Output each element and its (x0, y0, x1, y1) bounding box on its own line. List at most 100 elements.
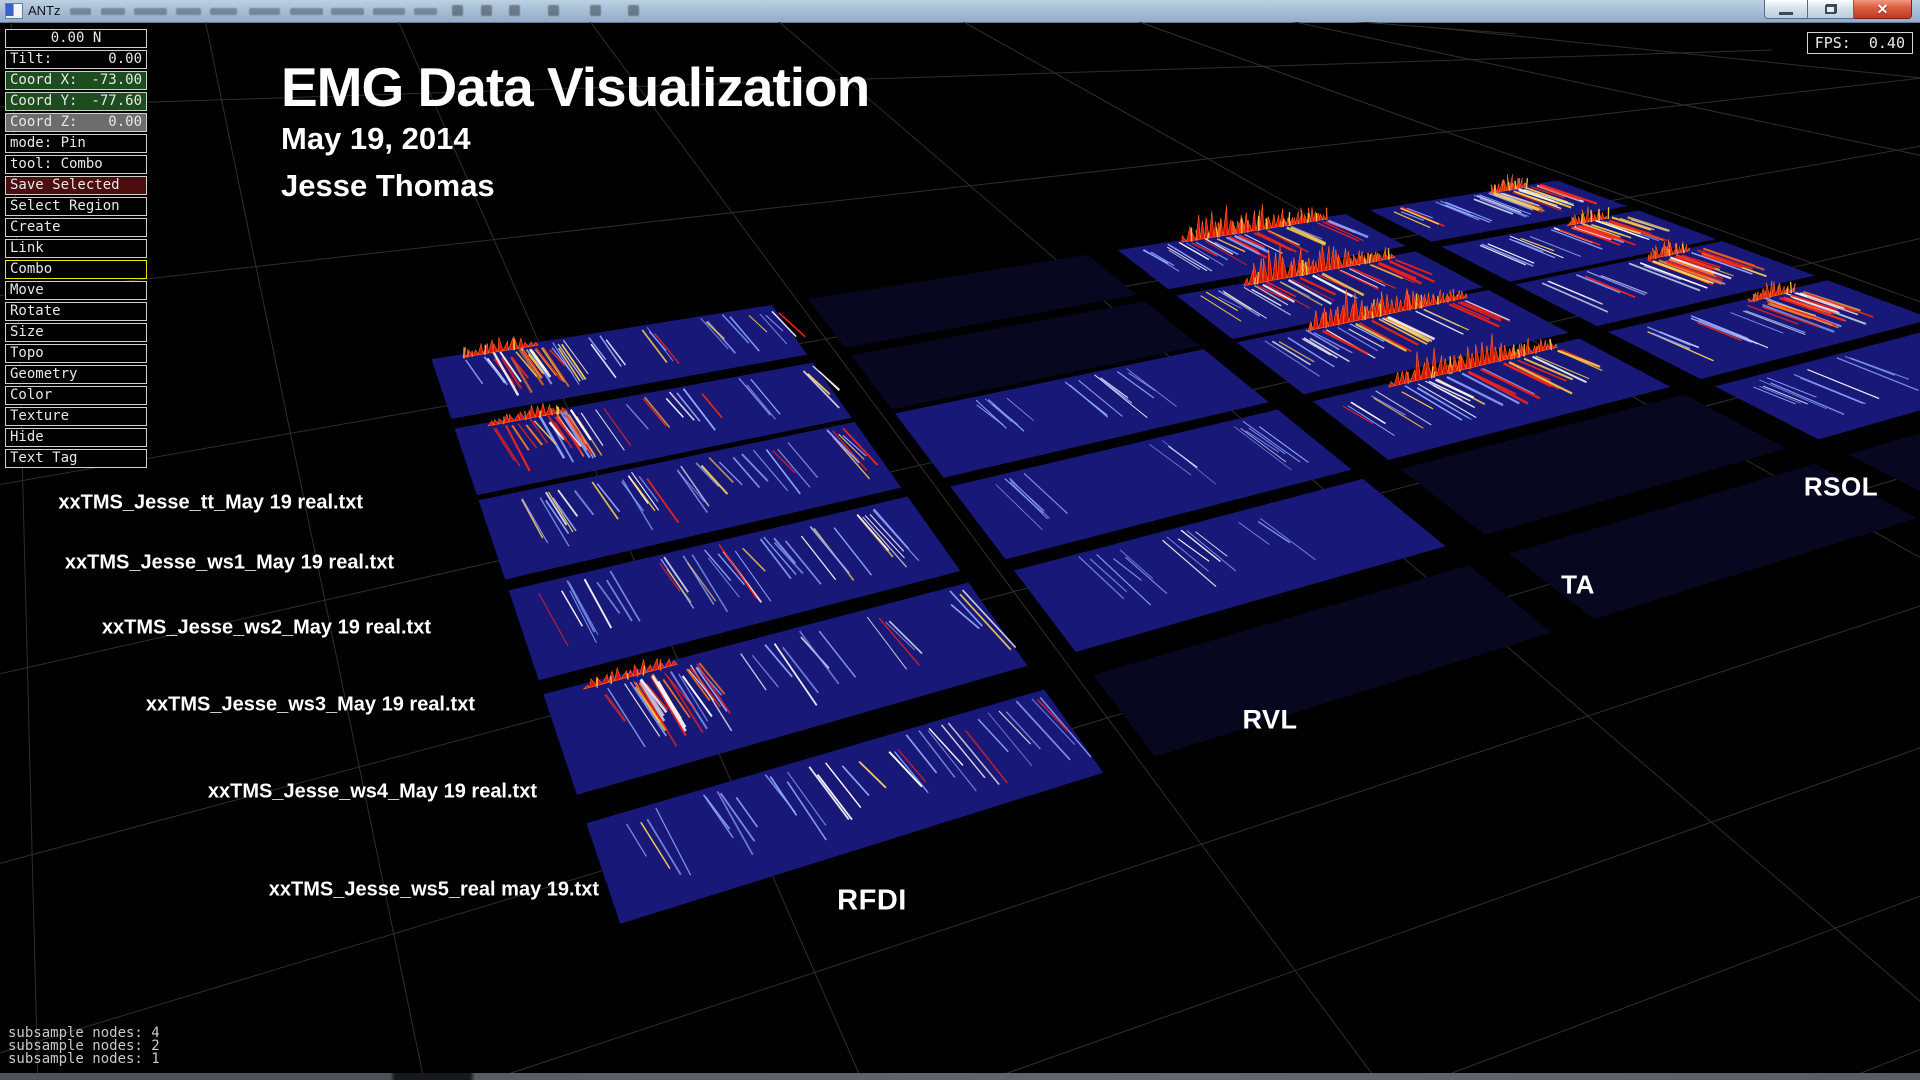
close-icon: ✕ (1876, 0, 1889, 17)
hud-item-link[interactable]: Link (5, 239, 147, 258)
hud-item-tool-combo[interactable]: tool: Combo (5, 155, 147, 174)
menubar-item[interactable] (249, 8, 280, 15)
emg-panel-0-0[interactable] (431, 305, 807, 419)
muscle-label-rvl: RVL (1242, 704, 1298, 735)
emg-panel-texture (462, 310, 806, 396)
hud-item-coord-x[interactable]: Coord X: -73.00 (5, 71, 147, 90)
menubar-item[interactable] (331, 8, 364, 15)
emg-panel-texture (975, 368, 1177, 432)
emg-panel-4-3[interactable] (1714, 325, 1920, 440)
restore-button[interactable] (1808, 0, 1854, 19)
hud-item-label: Save Selected (10, 177, 120, 193)
hud-item-coord-z[interactable]: Coord Z: 0.00 (5, 113, 147, 132)
hud-item-value: 0.00 (108, 114, 142, 130)
emg-panel-5-3[interactable] (1847, 381, 1920, 508)
hud-item-move[interactable]: Move (5, 281, 147, 300)
emg-panel-texture (1479, 206, 1670, 267)
menubar-item[interactable] (176, 8, 201, 15)
hud-item-coord-y[interactable]: Coord Y: -77.60 (5, 92, 147, 111)
emg-panel-3-0[interactable] (508, 496, 961, 681)
hud-item-label: Move (10, 282, 44, 298)
emg-panel-2-3[interactable] (1515, 239, 1815, 327)
menubar-item[interactable] (134, 8, 167, 15)
hud-item-topo[interactable]: Topo (5, 344, 147, 363)
emg-panel-2-1[interactable] (895, 349, 1269, 478)
emg-panel-3-2[interactable] (1312, 333, 1671, 460)
emg-panel-3-3[interactable] (1608, 280, 1920, 380)
console-log: subsample nodes: 4 subsample nodes: 2 subs… (8, 1026, 160, 1067)
hud-item-label: Color (10, 387, 53, 403)
emg-panel-2-0[interactable] (478, 421, 902, 580)
muscle-label-ta: TA (1561, 569, 1595, 600)
emg-panel-texture (995, 420, 1309, 530)
hud-item-label: Text Tag (10, 450, 78, 466)
emg-panel-4-0[interactable] (543, 582, 1028, 795)
toolbar-icon[interactable] (628, 5, 639, 16)
headline-block: EMG Data Visualization May 19, 2014 Jess… (281, 56, 870, 203)
console-line: subsample nodes: 2 (8, 1038, 160, 1054)
emg-panel-4-1[interactable] (1014, 478, 1446, 652)
minimize-icon (1779, 11, 1793, 15)
emg-panel-5-0[interactable] (586, 689, 1104, 924)
hud-item-size[interactable]: Size (5, 323, 147, 342)
viewport-3d[interactable] (0, 22, 1920, 1080)
emg-panel-texture (1541, 239, 1767, 313)
menubar-item[interactable] (290, 8, 323, 15)
hud-item-select-region[interactable]: Select Region (5, 197, 147, 216)
console-line: subsample nodes: 1 (8, 1051, 160, 1067)
taskbar-sliver[interactable] (0, 1073, 1920, 1080)
row-label-0: xxTMS_Jesse_tt_May 19 real.txt (58, 491, 363, 514)
hud-item-0-00-n[interactable]: 0.00 N (5, 29, 147, 48)
menubar-item[interactable] (414, 8, 437, 15)
page-title: EMG Data Visualization (281, 56, 870, 118)
toolbar-icon[interactable] (590, 5, 601, 16)
hud-item-save-selected[interactable]: Save Selected (5, 176, 147, 195)
hud-item-combo[interactable]: Combo (5, 260, 147, 279)
hud-item-texture[interactable]: Texture (5, 407, 147, 426)
emg-panel-0-2[interactable] (1117, 203, 1406, 290)
menubar-item[interactable] (101, 8, 125, 15)
emg-panel-1-2[interactable] (1176, 244, 1484, 339)
menubar-item[interactable] (70, 8, 91, 15)
muscle-label-rsol: RSOL (1803, 471, 1879, 502)
emg-panel-texture (1393, 174, 1598, 229)
fps-counter: FPS: 0.40 (1806, 32, 1913, 54)
emg-panel-5-2[interactable] (1509, 463, 1917, 620)
emg-panel-texture (583, 589, 1017, 748)
hud-item-label: Size (10, 324, 44, 340)
hud-item-hide[interactable]: Hide (5, 428, 147, 447)
menubar-item[interactable] (210, 8, 237, 15)
hud-item-geometry[interactable]: Geometry (5, 365, 147, 384)
emg-panel-0-3[interactable] (1369, 174, 1628, 242)
hud-item-rotate[interactable]: Rotate (5, 302, 147, 321)
row-label-3: xxTMS_Jesse_ws3_May 19 real.txt (145, 693, 475, 716)
hud-item-label: Texture (10, 408, 70, 424)
hud-item-mode-pin[interactable]: mode: Pin (5, 134, 147, 153)
emg-panel-3-1[interactable] (950, 409, 1352, 560)
titlebar[interactable]: ANTz ✕ (0, 0, 1920, 23)
emg-panel-2-2[interactable] (1236, 288, 1569, 395)
hud-item-text-tag[interactable]: Text Tag (5, 449, 147, 468)
hud-item-color[interactable]: Color (5, 386, 147, 405)
emg-panel-texture (1647, 280, 1874, 362)
emg-panel-1-3[interactable] (1441, 206, 1717, 282)
window-title: ANTz (28, 3, 61, 18)
emg-panel-4-2[interactable] (1400, 394, 1787, 535)
toolbar-icon[interactable] (452, 5, 463, 16)
emg-panel-0-1[interactable] (808, 254, 1137, 348)
hud-item-label: 0.00 N (50, 30, 102, 46)
emg-panel-1-0[interactable] (454, 362, 852, 496)
close-button[interactable]: ✕ (1854, 0, 1912, 19)
minimize-button[interactable] (1764, 0, 1808, 19)
emg-panel-texture (626, 696, 1092, 876)
menubar-item[interactable] (373, 8, 405, 15)
emg-panel-1-1[interactable] (851, 301, 1200, 410)
toolbar-icon[interactable] (548, 5, 559, 16)
emg-panel-texture (487, 365, 841, 472)
toolbar-icon[interactable] (481, 5, 492, 16)
toolbar-icon[interactable] (509, 5, 520, 16)
hud-item-label: Tilt: (10, 51, 53, 67)
hud-item-create[interactable]: Create (5, 218, 147, 237)
hud-item-tilt[interactable]: Tilt: 0.00 (5, 50, 147, 69)
emg-panel-5-1[interactable] (1093, 565, 1552, 757)
